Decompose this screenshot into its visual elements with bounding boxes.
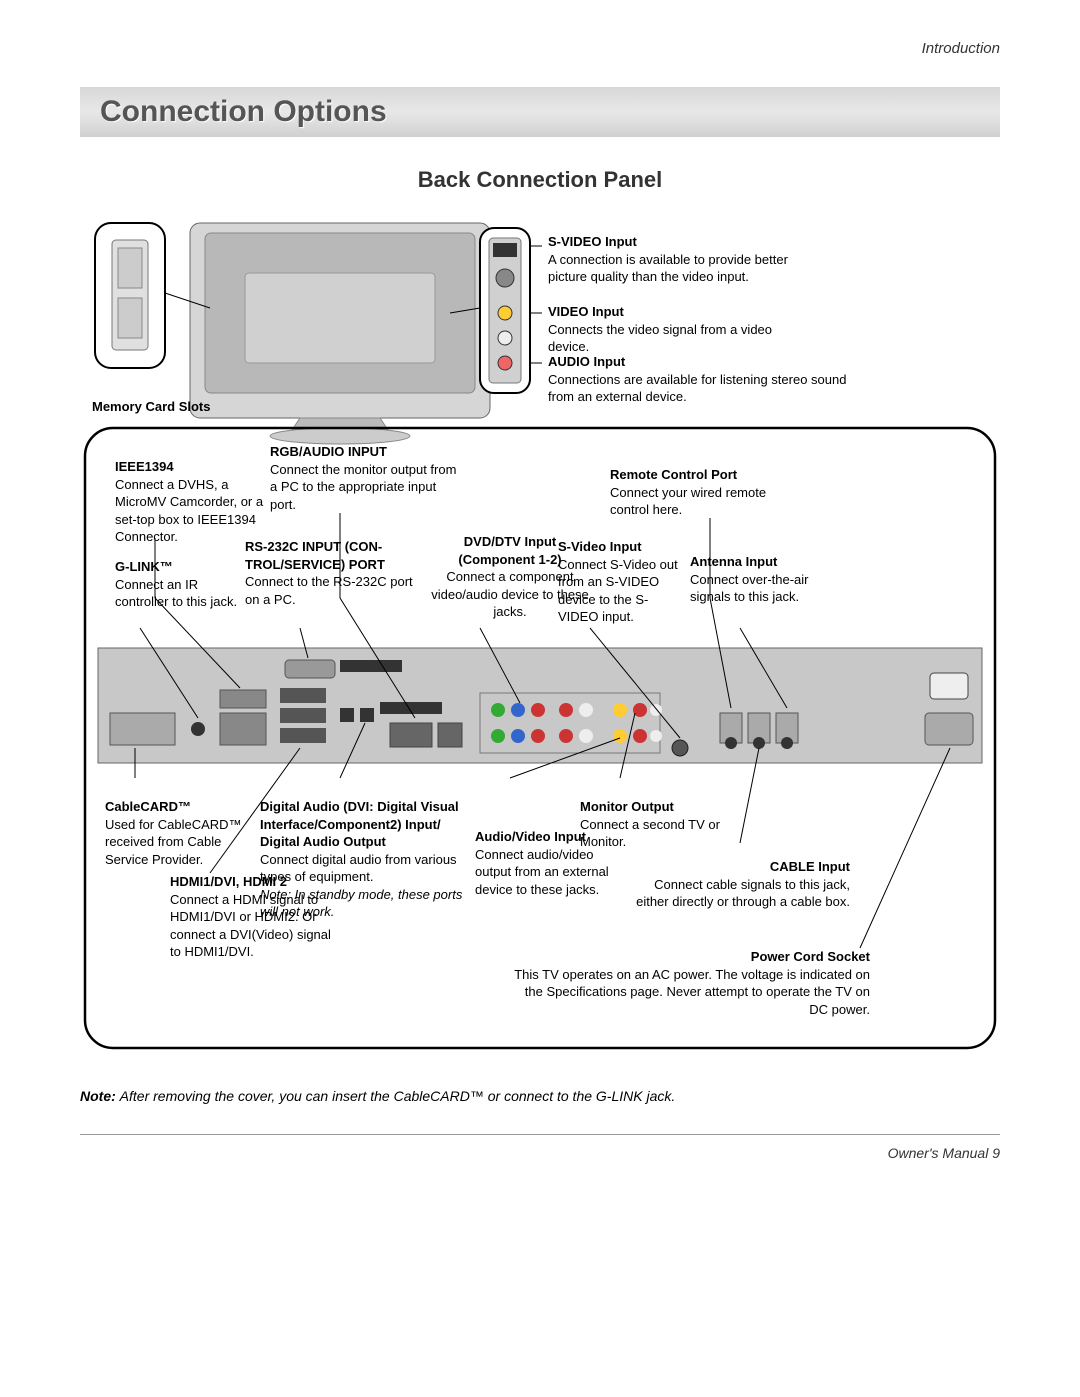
label-digital-audio: Digital Audio (DVI: Digital Visual Inter…	[260, 798, 470, 921]
label-rgb-audio: RGB/AUDIO INPUT Connect the monitor outp…	[270, 443, 460, 513]
label-rs232c: RS-232C INPUT (CON-TROL/SERVICE) PORT Co…	[245, 538, 420, 608]
label-monitor-out: Monitor Output Connect a second TV or Mo…	[580, 798, 730, 851]
label-svideo-input: S-VIDEO Input A connection is available …	[548, 233, 828, 286]
footer-text: Owner's Manual 9	[80, 1145, 1000, 1161]
label-ieee1394: IEEE1394 Connect a DVHS, a MicroMV Camco…	[115, 458, 275, 546]
label-cable-input: CABLE Input Connect cable signals to thi…	[620, 858, 850, 911]
header-section: Introduction	[80, 40, 1000, 57]
diagram-container: S-VIDEO Input A connection is available …	[80, 218, 1000, 1068]
main-title: Connection Options	[100, 95, 980, 129]
label-svideo2: S-Video Input Connect S-Video out from a…	[558, 538, 688, 626]
title-bar: Connection Options	[80, 87, 1000, 137]
label-audio-input: AUDIO Input Connections are available fo…	[548, 353, 848, 406]
label-memory-card: Memory Card Slots	[92, 398, 272, 416]
subtitle: Back Connection Panel	[80, 167, 1000, 193]
label-glink: G-LINK™ Connect an IR controller to this…	[115, 558, 245, 611]
footer-rule	[80, 1134, 1000, 1135]
label-cablecard: CableCARD™ Used for CableCARD™ received …	[105, 798, 255, 868]
footnote: Note: After removing the cover, you can …	[80, 1088, 1000, 1104]
label-video-input: VIDEO Input Connects the video signal fr…	[548, 303, 808, 356]
label-power-socket: Power Cord Socket This TV operates on an…	[510, 948, 870, 1018]
label-remote-port: Remote Control Port Connect your wired r…	[610, 466, 800, 519]
label-antenna: Antenna Input Connect over-the-air signa…	[690, 553, 830, 606]
